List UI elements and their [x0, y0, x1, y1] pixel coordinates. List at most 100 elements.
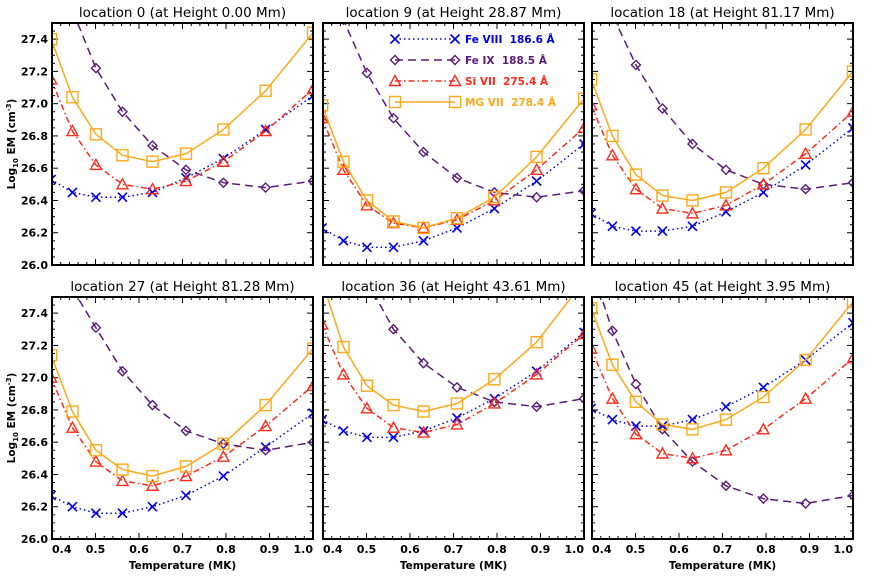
triangle-marker — [258, 419, 273, 432]
series-triangle — [592, 343, 853, 464]
x-marker — [307, 408, 313, 419]
triangle-marker — [577, 120, 584, 134]
triangle-marker — [719, 198, 733, 211]
x-axis-label: Temperature (MK) — [669, 560, 776, 572]
x-tick-label: 0.7 — [444, 543, 464, 556]
triangle-marker — [487, 193, 502, 206]
x-tick-label: 0.6 — [129, 543, 149, 556]
x-tick-label: 1.0 — [294, 543, 314, 556]
axis-ticks — [51, 296, 314, 540]
square-marker — [323, 99, 329, 112]
legend-label: MG VII 278.4 Å — [465, 96, 557, 109]
series-line — [52, 94, 313, 198]
series-line — [52, 32, 313, 163]
triangle-marker — [655, 446, 670, 459]
triangle-marker — [529, 162, 544, 176]
square-marker — [606, 358, 619, 371]
series-line — [52, 348, 313, 477]
square-marker — [592, 73, 598, 86]
series-line — [592, 322, 853, 427]
y-tick-label: 26.2 — [21, 501, 48, 514]
square-marker — [629, 168, 643, 181]
y-tick-label: 27.0 — [21, 372, 48, 385]
diamond-marker — [417, 357, 429, 369]
diamond-marker — [451, 381, 463, 393]
triangle-marker — [685, 451, 700, 464]
series-diamond — [600, 297, 853, 509]
diamond-marker — [847, 177, 853, 189]
series-square — [52, 26, 313, 168]
y-label-sup: -3 — [5, 103, 13, 111]
square-marker — [179, 460, 193, 473]
diamond-marker — [656, 103, 668, 114]
diamond-marker — [116, 106, 128, 118]
y-label-sup: -3 — [5, 377, 13, 385]
triangle-marker — [216, 449, 231, 462]
diamond-marker — [578, 185, 584, 197]
square-marker — [66, 405, 79, 418]
square-marker — [306, 26, 313, 39]
square-marker — [52, 32, 58, 46]
triangle-marker — [798, 146, 813, 159]
y-tick-label: 26.6 — [21, 162, 48, 175]
square-marker — [846, 65, 853, 78]
axis-ticks — [322, 296, 585, 540]
series-diamond — [76, 23, 313, 194]
triangle-marker — [756, 177, 771, 190]
panel-title: location 9 (at Height 28.87 Mm) — [346, 5, 562, 21]
diamond-marker — [720, 164, 732, 176]
x-marker — [800, 159, 811, 171]
series-triangle — [323, 319, 584, 438]
triangle-marker — [145, 182, 160, 195]
triangle-marker — [719, 443, 733, 456]
square-marker — [360, 194, 374, 207]
series-square — [52, 342, 313, 483]
triangle-marker — [336, 162, 351, 176]
square-marker — [592, 302, 598, 315]
y-tick-label: 26.2 — [21, 227, 48, 240]
legend-entry: Fe IX 188.5 Å — [389, 54, 548, 67]
triangle-marker — [115, 177, 130, 190]
square-marker — [116, 149, 129, 162]
x-marker — [449, 33, 461, 45]
series-diamond — [341, 23, 584, 203]
square-marker — [388, 95, 402, 109]
x-marker — [67, 187, 78, 198]
triangle-marker — [629, 182, 643, 195]
triangle-marker — [577, 327, 584, 340]
square-marker — [686, 423, 699, 436]
y-tick-label: 26.0 — [21, 259, 48, 272]
x-tick-label: 0.7 — [713, 543, 733, 556]
x-tick-label: 0.8 — [756, 543, 776, 556]
x-marker — [338, 425, 349, 436]
x-marker — [361, 432, 373, 443]
y-label-end: ) — [6, 373, 18, 378]
diamond-marker — [387, 323, 399, 335]
plot-frame — [591, 296, 854, 540]
diamond-marker — [90, 62, 102, 74]
triangle-marker — [179, 469, 193, 482]
x-tick-label: 0.9 — [531, 543, 551, 556]
square-marker — [52, 348, 58, 362]
square-marker — [217, 437, 230, 451]
square-marker — [146, 469, 159, 483]
y-tick-label: 27.2 — [21, 339, 48, 352]
triangle-marker — [323, 112, 329, 124]
y-label-base: Log — [6, 442, 18, 463]
diamond-marker — [630, 59, 642, 71]
square-marker — [846, 297, 853, 309]
series-x — [52, 408, 313, 519]
triangle-marker — [179, 174, 193, 187]
legend-label: Fe VIII 186.6 Å — [465, 33, 556, 46]
panel-title: location 0 (at Height 0.00 Mm) — [79, 5, 286, 21]
x-marker — [90, 192, 102, 203]
square-marker — [89, 444, 103, 457]
panel-1: location 9 (at Height 28.87 Mm) Fe VIII 1… — [322, 5, 585, 266]
legend-entry: Si VII 275.4 Å — [388, 74, 549, 88]
triangle-marker — [52, 74, 58, 85]
diamond-marker — [361, 67, 373, 79]
triangle-marker — [216, 154, 231, 167]
diamond-marker — [307, 436, 313, 448]
square-marker — [306, 342, 313, 355]
x-marker — [52, 490, 57, 501]
